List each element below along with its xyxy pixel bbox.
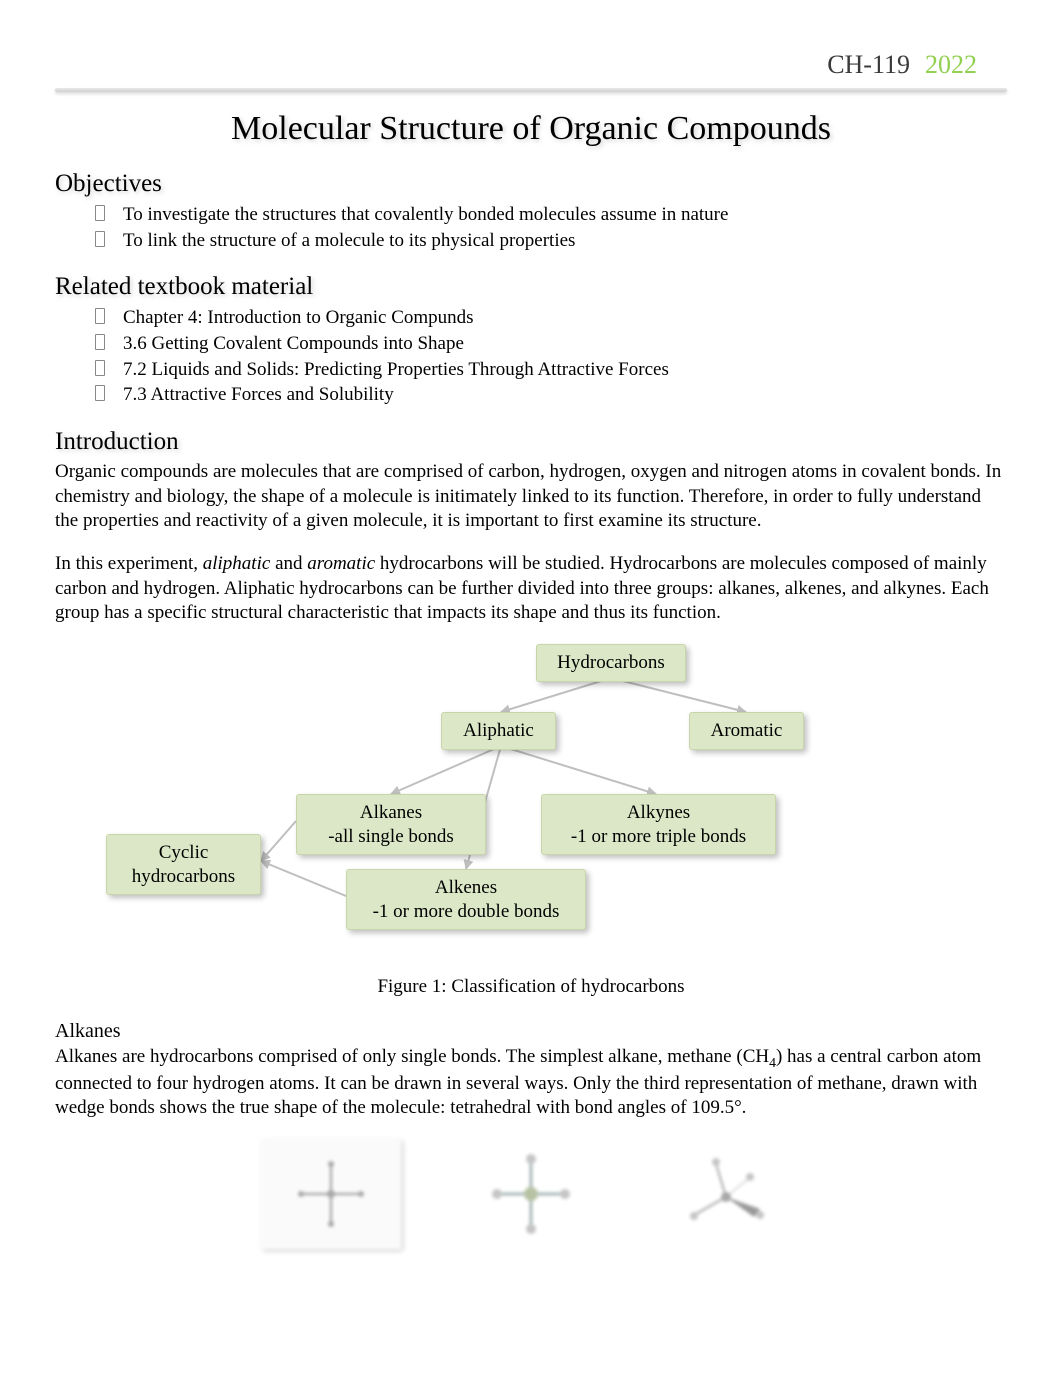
figure-caption: Figure 1: Classification of hydrocarbons: [55, 976, 1007, 998]
alkanes-subheading: Alkanes: [55, 1020, 1007, 1043]
list-item: 7.2 Liquids and Solids: Predicting Prope…: [95, 357, 1007, 383]
related-heading: Related textbook material: [55, 273, 1007, 301]
diagram-node-hydrocarbons: Hydrocarbons: [536, 644, 686, 682]
diagram-node-aliphatic: Aliphatic: [441, 712, 556, 750]
text-run: In this experiment,: [55, 553, 203, 574]
methane-wedge: [661, 1139, 801, 1249]
text-run: Alkanes are hydrocarbons comprised of on…: [55, 1046, 769, 1067]
italic-term: aliphatic: [203, 553, 271, 574]
diagram-node-cyclic: Cyclichydrocarbons: [106, 834, 261, 896]
italic-term: aromatic: [307, 553, 375, 574]
document-title: Molecular Structure of Organic Compounds: [55, 110, 1007, 148]
introduction-heading: Introduction: [55, 428, 1007, 456]
intro-paragraph-1: Organic compounds are molecules that are…: [55, 460, 1007, 534]
methane-lewis: [261, 1139, 401, 1249]
alkanes-paragraph: Alkanes are hydrocarbons comprised of on…: [55, 1045, 1007, 1121]
course-code: CH-119: [827, 50, 910, 80]
list-item: To investigate the structures that coval…: [95, 202, 1007, 228]
subscript: 4: [769, 1055, 776, 1070]
list-item: 3.6 Getting Covalent Compounds into Shap…: [95, 331, 1007, 357]
hydrocarbon-diagram: Hydrocarbons Aliphatic Aromatic Alkanes-all…: [71, 644, 991, 964]
diagram-node-alkanes: Alkanes-all single bonds: [296, 794, 486, 856]
course-year: 2022: [925, 50, 977, 80]
list-item: 7.3 Attractive Forces and Solubility: [95, 382, 1007, 408]
objectives-list: To investigate the structures that coval…: [95, 202, 1007, 253]
objectives-heading: Objectives: [55, 170, 1007, 198]
related-list: Chapter 4: Introduction to Organic Compu…: [95, 305, 1007, 408]
methane-representations: [55, 1139, 1007, 1249]
list-item: Chapter 4: Introduction to Organic Compu…: [95, 305, 1007, 331]
intro-paragraph-2: In this experiment, aliphatic and aromat…: [55, 552, 1007, 626]
list-item: To link the structure of a molecule to i…: [95, 228, 1007, 254]
diagram-node-alkynes: Alkynes-1 or more triple bonds: [541, 794, 776, 856]
diagram-node-aromatic: Aromatic: [689, 712, 804, 750]
text-run: and: [270, 553, 307, 574]
header-divider: [55, 88, 1007, 92]
page-header: CH-119 2022: [55, 50, 1007, 80]
methane-ballstick: [461, 1139, 601, 1249]
diagram-node-alkenes: Alkenes-1 or more double bonds: [346, 869, 586, 931]
